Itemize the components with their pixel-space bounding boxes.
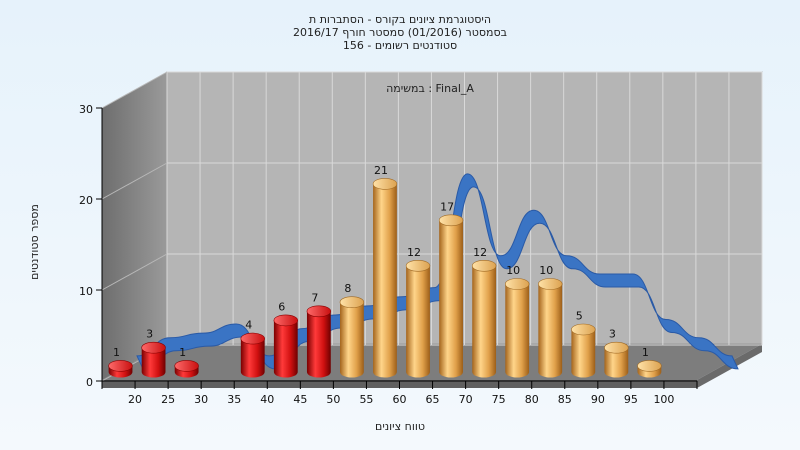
x-tick-label: 85 <box>558 393 572 406</box>
bar-top <box>438 214 464 227</box>
bar-60 <box>372 178 398 378</box>
bar-top <box>339 296 365 309</box>
bar-top <box>504 278 530 290</box>
chart-title-line-2: בסמסטר (01/2016) סמסטר חורף 2016/17 <box>293 26 507 39</box>
grid-wall-line <box>101 162 168 200</box>
x-tick-label: 30 <box>194 393 208 406</box>
data-label: 12 <box>407 246 421 259</box>
bar-body <box>240 338 265 378</box>
bar-body <box>604 347 629 378</box>
data-label: 21 <box>374 164 388 177</box>
floor <box>102 344 762 380</box>
x-tick-label: 75 <box>492 393 506 406</box>
y-axis-label: מספר סטודנטים <box>28 204 41 280</box>
bar-body <box>472 265 497 378</box>
bar-top <box>604 341 629 354</box>
data-label: 6 <box>278 300 285 313</box>
bar-body <box>373 183 397 378</box>
x-axis-label: טווח ציונים <box>375 420 425 433</box>
bar-40 <box>240 332 265 378</box>
x-tick-label: 40 <box>260 393 274 406</box>
left-wall <box>102 72 167 380</box>
bar-top <box>174 360 199 372</box>
grid-back <box>166 71 763 346</box>
bar-body <box>406 265 430 378</box>
x-tick-label: 100 <box>653 393 674 406</box>
bar-series <box>108 178 662 378</box>
bar-75 <box>471 259 497 378</box>
bar-95 <box>604 341 629 378</box>
x-tick-label: 60 <box>393 393 407 406</box>
data-labels: 1 3 1 4 6 7 8 21 12 17 12 10 10 5 3 1 <box>113 164 649 359</box>
data-label: 1 <box>642 346 649 359</box>
bar-top <box>141 341 166 354</box>
chart-title-line-3: סטודנטים רשומים - 156 <box>343 39 457 52</box>
bar-top <box>471 259 497 272</box>
bar-body <box>538 284 563 378</box>
data-label: 3 <box>609 328 616 341</box>
x-tick-label: 35 <box>227 393 241 406</box>
bar-70 <box>438 214 464 378</box>
bar-top <box>273 314 299 327</box>
bar-body <box>439 220 463 378</box>
bar-65 <box>405 259 431 378</box>
x-tick-label: 65 <box>426 393 440 406</box>
bar-body <box>141 347 166 378</box>
chart-title-line-1: היסטוגרמת ציונים בקורס - הסתברות ת <box>309 13 491 26</box>
bar-top <box>538 278 563 290</box>
bar-90 <box>571 323 596 378</box>
bar-top <box>108 360 133 372</box>
x-tick-label: 55 <box>359 393 373 406</box>
bar-body <box>306 311 331 378</box>
x-tick-label: 90 <box>591 393 605 406</box>
bar-100 <box>637 360 662 378</box>
grid-wall-line <box>101 253 168 291</box>
y-tick-label: 30 <box>79 103 93 116</box>
y-tick-label: 0 <box>86 376 93 389</box>
data-label: 5 <box>576 310 583 323</box>
data-label: 12 <box>473 246 487 259</box>
data-label: 10 <box>506 264 520 277</box>
data-label: 10 <box>539 264 553 277</box>
bar-body <box>340 302 364 378</box>
x-tick-label: 95 <box>624 393 638 406</box>
data-label: 1 <box>113 346 120 359</box>
data-label: 1 <box>179 346 186 359</box>
y-tick-label: 10 <box>79 285 93 298</box>
bar-top <box>405 259 431 272</box>
data-label: 8 <box>344 282 351 295</box>
y-ticks: 0 10 20 30 <box>79 103 102 389</box>
task-annotation: במשימה : Final_A <box>386 82 474 95</box>
bar-top <box>571 323 596 336</box>
bar-body <box>505 284 530 378</box>
x-tick-label: 50 <box>326 393 340 406</box>
x-tick-label: 45 <box>293 393 307 406</box>
bar-top <box>372 178 398 190</box>
bar-50 <box>306 305 332 378</box>
grid-wall-line <box>101 71 168 109</box>
x-ticks: 20 25 30 35 40 45 50 55 60 65 70 75 80 85 90 95 100 <box>101 381 698 406</box>
data-label: 7 <box>311 291 318 304</box>
x-tick-label: 80 <box>525 393 539 406</box>
bar-85 <box>538 278 563 378</box>
bar-25 <box>141 341 166 378</box>
bar-top <box>306 305 332 318</box>
x-tick-label: 25 <box>161 393 175 406</box>
bar-top <box>637 360 662 372</box>
bar-body <box>273 320 298 378</box>
bar-55 <box>339 296 365 378</box>
bar-20 <box>108 360 133 378</box>
bar-45 <box>273 314 299 378</box>
bar-body <box>571 329 596 378</box>
x-tick-label: 20 <box>128 393 142 406</box>
bar-80 <box>504 278 530 378</box>
data-label: 4 <box>245 319 252 332</box>
y-tick-label: 20 <box>79 194 93 207</box>
bar-30 <box>174 360 199 378</box>
data-label: 17 <box>440 200 454 213</box>
bar-top <box>240 332 265 345</box>
x-tick-label: 70 <box>459 393 473 406</box>
data-label: 3 <box>146 328 153 341</box>
